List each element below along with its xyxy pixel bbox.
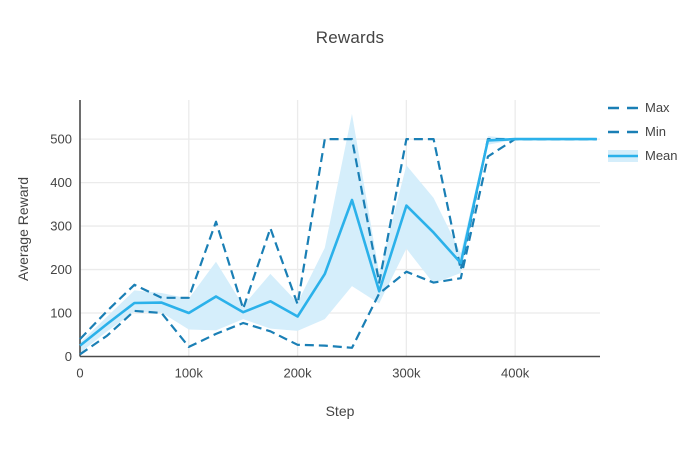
min-dashed-line-swatch: [608, 125, 638, 139]
x-tick-label: 0: [76, 366, 83, 381]
legend-label-max: Max: [645, 100, 670, 115]
y-tick-label: 400: [50, 175, 72, 190]
y-axis-title: Average Reward: [15, 176, 31, 282]
y-tick-label: 100: [50, 306, 72, 321]
y-tick-label: 200: [50, 262, 72, 277]
y-tick-label: 500: [50, 132, 72, 147]
legend: Max Min Mean: [608, 100, 700, 163]
x-axis-title: Step: [325, 403, 355, 419]
x-tick-label: 300k: [392, 366, 421, 381]
min-line: [79, 138, 597, 356]
legend-item-max[interactable]: Max: [608, 100, 700, 115]
legend-item-min[interactable]: Min: [608, 124, 700, 139]
legend-label-mean: Mean: [645, 148, 678, 163]
legend-label-min: Min: [645, 124, 666, 139]
chart-title: Rewards: [315, 28, 385, 47]
y-tick-label: 0: [65, 349, 72, 364]
legend-item-mean[interactable]: Mean: [608, 148, 700, 163]
x-tick-label: 200k: [283, 366, 312, 381]
x-tick-label: 100k: [175, 366, 204, 381]
max-dashed-line-swatch: [608, 101, 638, 115]
y-tick-label: 300: [50, 219, 72, 234]
x-tick-label: 400k: [501, 366, 530, 381]
mean-line: [79, 137, 597, 347]
mean-line-band-swatch: [608, 149, 638, 163]
